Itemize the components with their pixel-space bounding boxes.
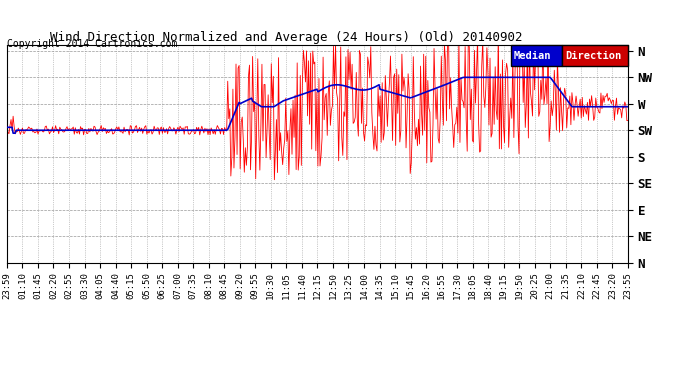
Title: Wind Direction Normalized and Average (24 Hours) (Old) 20140902: Wind Direction Normalized and Average (2… bbox=[50, 31, 522, 44]
Text: Copyright 2014 Cartronics.com: Copyright 2014 Cartronics.com bbox=[7, 39, 177, 50]
Text: Median: Median bbox=[513, 51, 551, 61]
Text: Direction: Direction bbox=[565, 51, 622, 61]
